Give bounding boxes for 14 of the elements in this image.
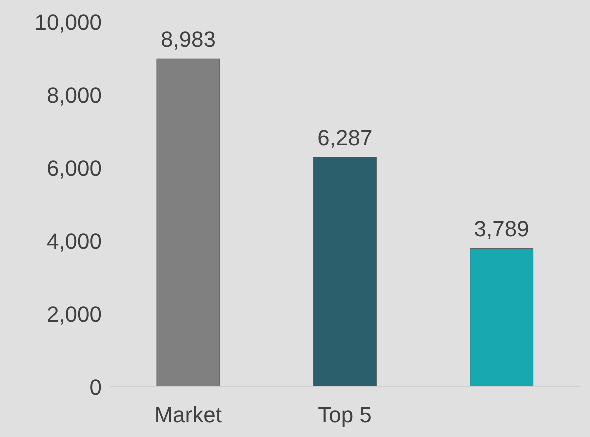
bar	[470, 248, 534, 387]
data-label: 6,287	[318, 126, 373, 151]
bar	[156, 58, 220, 387]
y-tick-label: 10,000	[34, 10, 102, 35]
y-tick-label: 6,000	[46, 156, 102, 181]
x-tick-label: Top 5	[318, 402, 372, 428]
y-tick-label: 0	[90, 374, 102, 400]
y-tick-label: 4,000	[46, 228, 102, 254]
bar	[313, 157, 377, 387]
data-label: 3,789	[474, 216, 530, 242]
x-tick-label: Market	[154, 402, 222, 428]
y-tick-label: 2,000	[46, 302, 102, 327]
data-label: 8,983	[160, 27, 216, 52]
y-tick-label: 8,000	[46, 82, 102, 108]
